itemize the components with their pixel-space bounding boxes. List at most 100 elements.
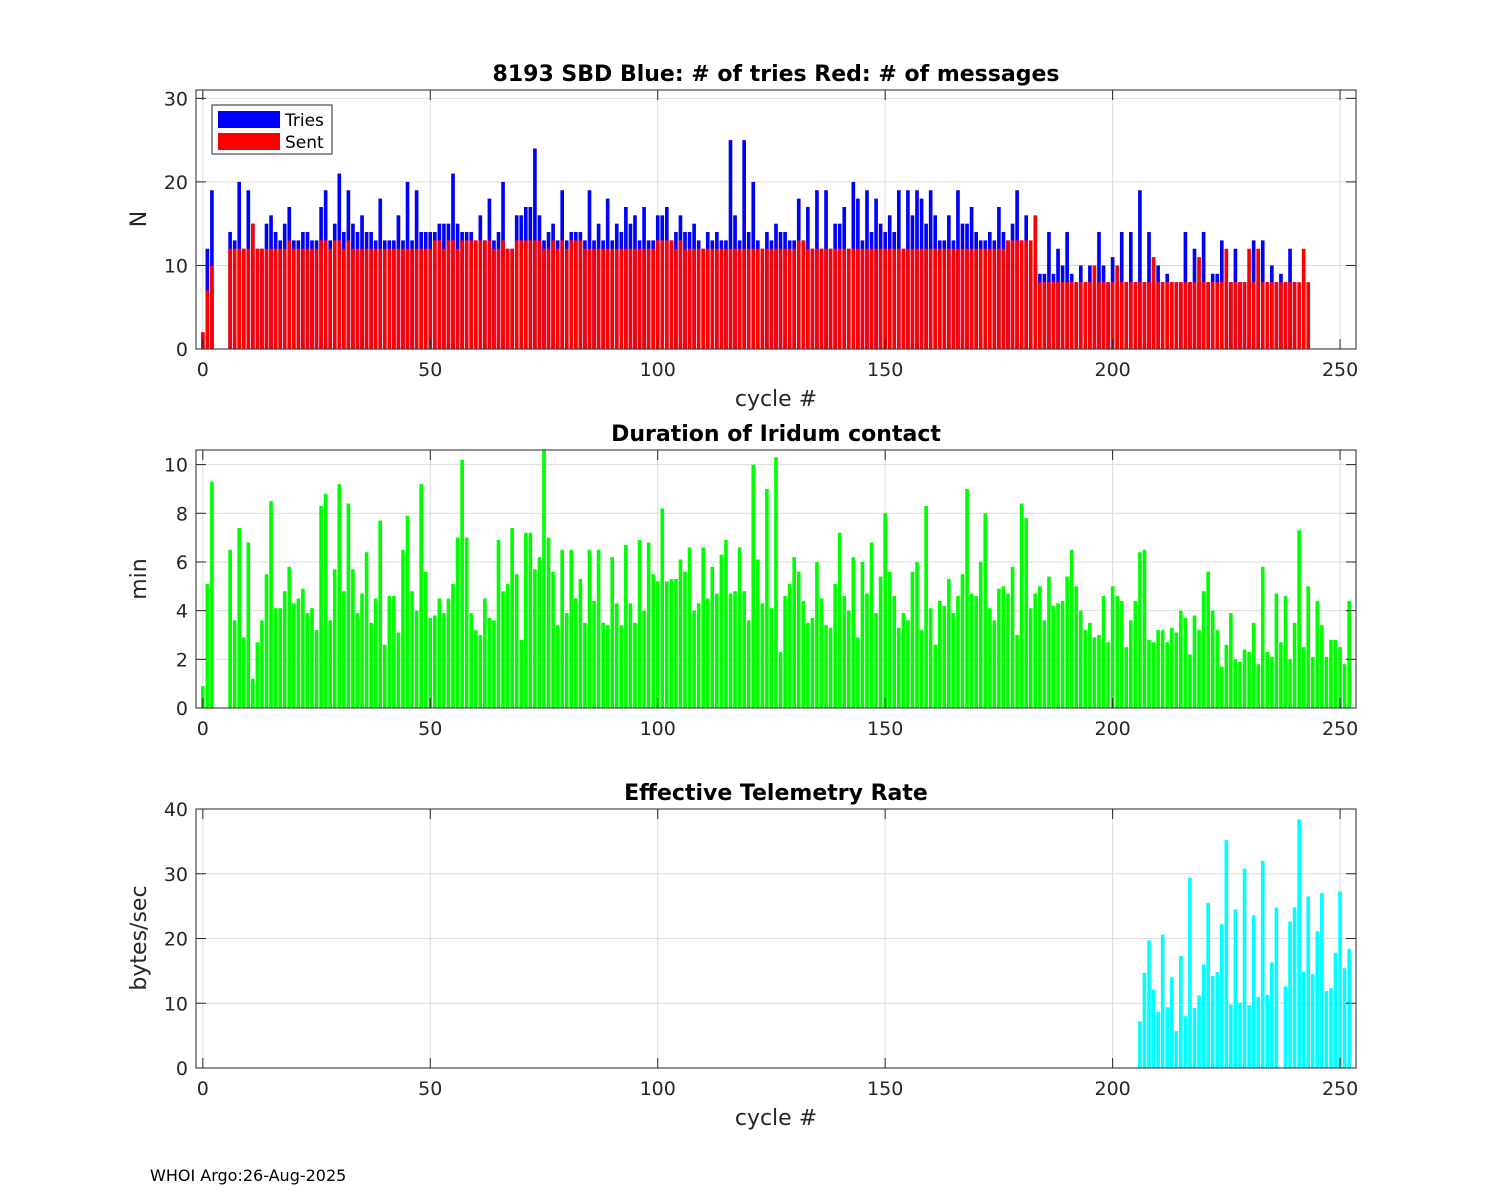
bar-duration-duration xyxy=(1119,600,1124,708)
bar-tries-sent-sent xyxy=(1156,282,1160,349)
bar-duration-duration xyxy=(997,588,1001,708)
x-tick-label: 150 xyxy=(867,718,903,740)
legend-swatch-tries xyxy=(218,111,280,128)
bar-duration-duration xyxy=(1115,596,1119,708)
bar-duration-duration xyxy=(1160,630,1165,708)
x-tick-label: 100 xyxy=(640,718,676,740)
bar-tries-sent-sent xyxy=(351,248,355,349)
bar-duration-duration xyxy=(446,598,451,708)
bar-tries-sent-sent xyxy=(942,248,947,349)
bar-tries-sent-sent xyxy=(282,248,287,349)
bar-tries-sent-sent xyxy=(392,248,396,349)
bar-telemetry-rate xyxy=(1151,989,1156,1068)
bar-tries-sent-sent xyxy=(241,248,246,349)
bar-duration-duration xyxy=(205,583,210,708)
bar-duration-duration xyxy=(301,588,305,708)
bar-tries-sent-sent xyxy=(715,248,719,349)
bar-duration-duration xyxy=(305,613,310,708)
bar-tries-sent-sent xyxy=(601,248,605,349)
bar-tries-sent-sent xyxy=(451,240,455,349)
bar-duration-duration xyxy=(1247,652,1251,708)
bar-duration-duration xyxy=(401,549,405,708)
bar-telemetry-rate xyxy=(1315,931,1320,1068)
bar-duration-duration xyxy=(815,561,819,708)
y-tick-label: 0 xyxy=(176,339,188,361)
bar-tries-sent-sent xyxy=(442,248,446,349)
bar-tries-sent-sent xyxy=(314,248,319,349)
bar-duration-duration xyxy=(360,593,364,708)
bar-telemetry-rate xyxy=(1160,934,1165,1068)
bar-duration-duration xyxy=(237,527,242,708)
bar-tries-sent-sent xyxy=(546,248,551,349)
bar-tries-sent-sent xyxy=(692,248,696,349)
bar-tries-sent-sent xyxy=(382,248,387,349)
bar-tries-sent-sent xyxy=(478,240,483,349)
bar-tries-sent-sent xyxy=(255,248,260,349)
bar-tries-sent-sent xyxy=(542,248,546,349)
bar-duration-duration xyxy=(232,620,237,708)
y-axis-label-tries-sent: N xyxy=(127,211,152,227)
telemetry-rate-panel: 0 50 100 150 200 250 0 10 20 30 40 Effective Telem… xyxy=(127,781,1358,1131)
bar-duration-duration xyxy=(537,557,542,708)
bar-duration-duration xyxy=(392,596,396,708)
bar-duration-duration xyxy=(1179,610,1183,708)
bar-tries-sent-sent xyxy=(473,240,478,349)
bar-duration-duration xyxy=(633,622,637,708)
bar-duration-duration xyxy=(960,574,965,708)
bar-tries-sent-sent xyxy=(1233,282,1238,349)
bar-tries-sent-sent xyxy=(1260,282,1265,349)
bar-tries-sent-sent xyxy=(633,248,637,349)
bar-duration-duration xyxy=(1056,603,1060,708)
bar-tries-sent-sent xyxy=(910,248,915,349)
bar-duration-duration xyxy=(678,559,683,708)
bar-tries-sent-sent xyxy=(310,248,314,349)
bar-tries-sent-sent xyxy=(1151,257,1156,349)
bar-duration-duration xyxy=(210,481,214,708)
bar-tries-sent-sent xyxy=(1138,282,1142,349)
bar-tries-sent-sent xyxy=(1306,282,1311,349)
bar-duration-duration xyxy=(1297,530,1301,708)
bar-tries-sent-sent xyxy=(605,248,610,349)
bar-tries-sent-tries xyxy=(742,140,746,349)
bar-duration-duration xyxy=(328,620,333,708)
y-axis-label-telemetry: bytes/sec xyxy=(127,885,152,990)
bar-tries-sent-sent xyxy=(978,248,983,349)
bar-tries-sent-sent xyxy=(806,248,810,349)
bar-tries-sent-sent xyxy=(614,248,619,349)
bar-tries-sent-sent xyxy=(373,248,378,349)
bar-tries-sent-sent xyxy=(937,248,942,349)
bar-duration-duration xyxy=(519,639,524,708)
bar-tries-sent-sent xyxy=(401,248,405,349)
bar-duration-duration xyxy=(751,464,756,708)
bar-duration-duration xyxy=(878,576,883,708)
bar-duration-duration xyxy=(619,625,624,708)
bar-tries-sent-sent xyxy=(510,248,514,349)
bar-tries-sent-sent xyxy=(1047,282,1051,349)
bar-duration-duration xyxy=(1310,656,1315,708)
bar-tries-sent-sent xyxy=(1019,240,1024,349)
bar-duration-duration xyxy=(355,613,360,708)
y-tick-label: 8 xyxy=(176,503,188,525)
bar-tries-sent-sent xyxy=(287,240,292,349)
bar-duration-duration xyxy=(1201,591,1206,708)
bar-duration-duration xyxy=(605,625,610,708)
bar-duration-duration xyxy=(842,596,847,708)
bar-duration-duration xyxy=(1142,549,1147,708)
bar-duration-duration xyxy=(1042,620,1047,708)
bar-tries-sent-sent xyxy=(678,240,683,349)
bar-tries-sent-sent xyxy=(651,248,655,349)
bar-tries-sent-sent xyxy=(1006,240,1010,349)
bar-telemetry-rate xyxy=(1229,1004,1233,1068)
x-tick-label: 250 xyxy=(1322,359,1358,381)
bar-tries-sent-sent xyxy=(856,248,860,349)
bar-duration-duration xyxy=(783,596,787,708)
bar-tries-sent-sent xyxy=(555,248,560,349)
bar-duration-duration xyxy=(364,552,369,708)
x-tick-label: 200 xyxy=(1094,359,1130,381)
chart-title-tries-sent: 8193 SBD Blue: # of tries Red: # of mess… xyxy=(493,62,1060,87)
bar-tries-sent-sent xyxy=(760,248,765,349)
bar-duration-duration xyxy=(442,613,446,708)
bar-tries-sent-sent xyxy=(660,240,665,349)
bar-duration-duration xyxy=(555,625,560,708)
